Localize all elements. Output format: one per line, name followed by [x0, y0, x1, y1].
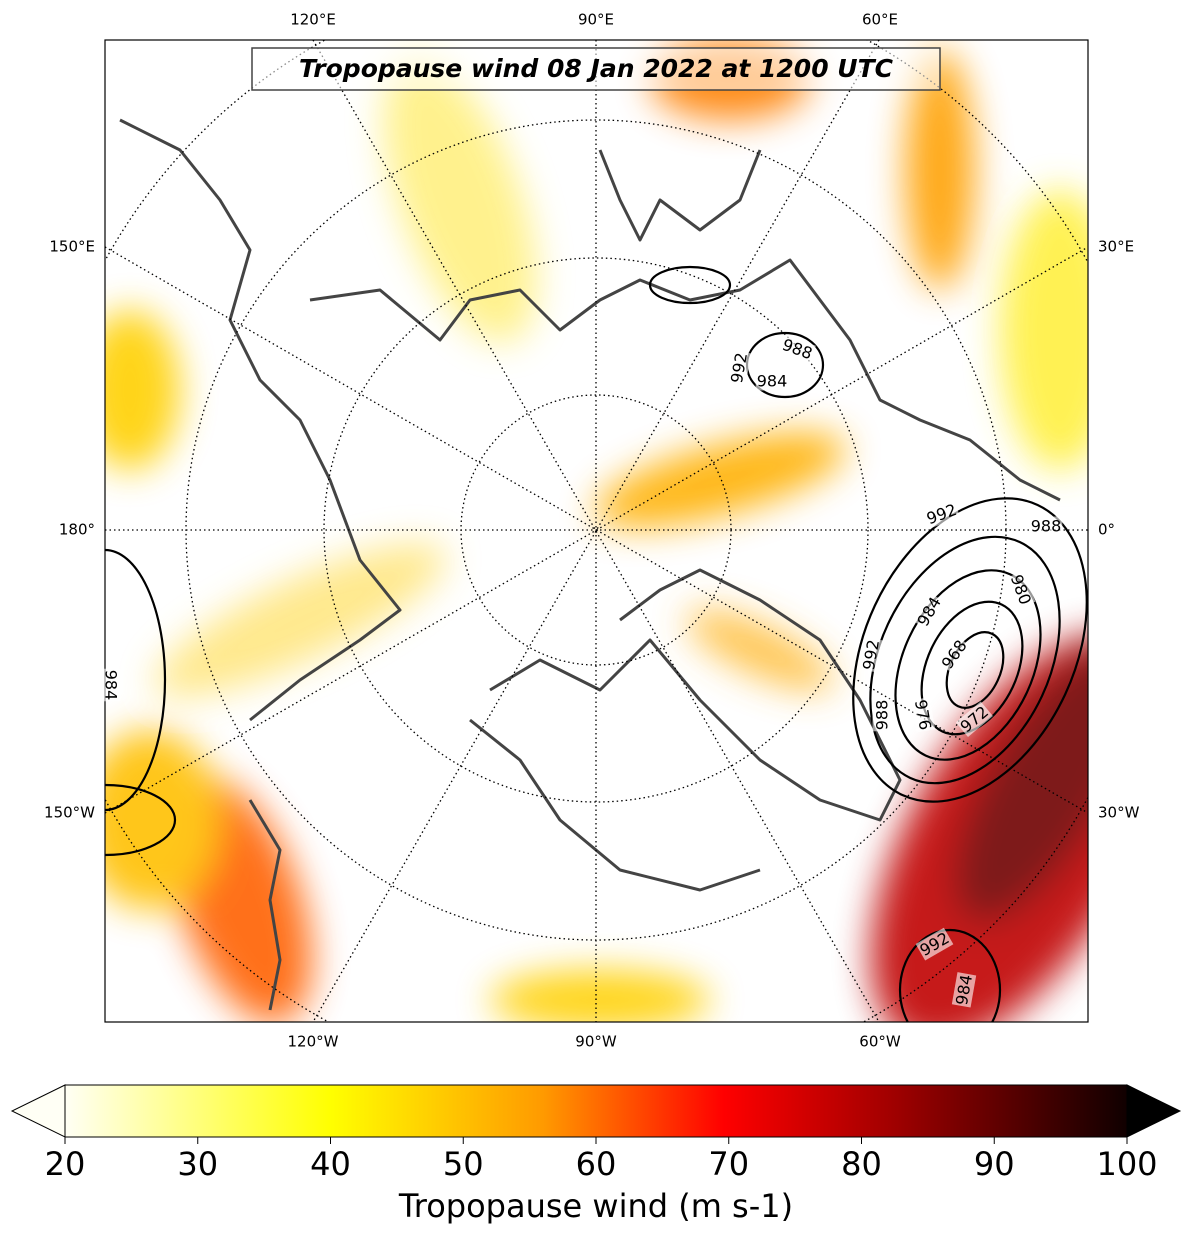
contour-label-bg: [912, 592, 946, 631]
lon-label: 120°W: [288, 1033, 339, 1051]
contour-label-bg: [910, 697, 936, 733]
contour-label-bg: [726, 350, 752, 386]
contour-label-bg: [951, 972, 977, 1008]
contour-label: 984: [757, 372, 788, 391]
title-box: [251, 47, 941, 91]
contour-label-bg: [937, 635, 972, 674]
colorbar-tick-label: 50: [443, 1145, 484, 1183]
colorbar-tick-label: 90: [974, 1145, 1015, 1183]
colorbar-body: [64, 1084, 1128, 1138]
contour-label-bg: [101, 668, 121, 702]
map: [105, 40, 1088, 1022]
contour-label-bg: [923, 499, 961, 529]
lon-label: 90°W: [575, 1033, 617, 1051]
lon-label: 0°: [1098, 521, 1115, 539]
lon-label: 90°E: [578, 11, 614, 29]
colorbar-extend-low: [10, 1084, 66, 1138]
colorbar-tick-label: 30: [177, 1145, 218, 1183]
title: Tropopause wind 08 Jan 2022 at 1200 UTC: [299, 54, 894, 83]
contour-label: 988: [1031, 517, 1062, 536]
colorbar-tick-label: 100: [1096, 1145, 1157, 1183]
map-frame: [104, 39, 1089, 1023]
contour-label-bg: [872, 698, 892, 732]
colorbar-tick-label: 60: [576, 1145, 617, 1183]
contour-label-bg: [755, 371, 789, 391]
colorbar-extend-high: [1126, 1084, 1182, 1138]
colorbar-tick-label: 80: [841, 1145, 882, 1183]
colorbar-label: Tropopause wind (m s-1): [398, 1187, 793, 1225]
contour-label-bg: [778, 334, 816, 364]
contour-label-bg: [915, 927, 954, 961]
contour-label: 984: [102, 670, 121, 701]
contour-label-bg: [1006, 571, 1036, 609]
colorbar-tick-label: 70: [708, 1145, 749, 1183]
lon-label: 180°: [59, 521, 95, 539]
colorbar-tick-label: 20: [45, 1145, 86, 1183]
lon-label: 30°W: [1098, 804, 1140, 822]
lon-label: 30°E: [1098, 238, 1134, 256]
colorbar: [10, 1084, 1182, 1138]
contour-label-bg: [1029, 516, 1063, 536]
colorbar-tick-label: 40: [310, 1145, 351, 1183]
contour-label-bg: [858, 637, 884, 673]
contour-label: 988: [873, 700, 892, 731]
contour-label-bg: [955, 701, 993, 737]
lon-label: 120°E: [290, 11, 336, 29]
lon-label: 60°W: [859, 1033, 901, 1051]
lon-label: 60°E: [862, 11, 898, 29]
lon-label: 150°W: [44, 804, 95, 822]
lon-label: 150°E: [49, 238, 95, 256]
